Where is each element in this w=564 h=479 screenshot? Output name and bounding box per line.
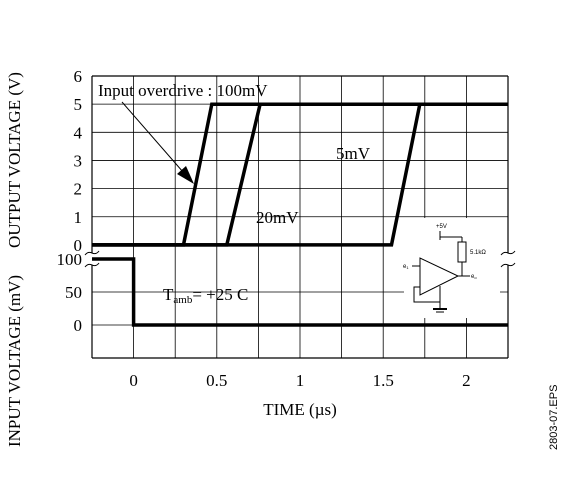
tamb-annotation: Tamb= +25 C <box>163 285 248 306</box>
reference-input-wire <box>413 286 440 303</box>
x-tick-label: 0.5 <box>206 371 227 390</box>
circuit-output-label: eo <box>471 274 477 280</box>
circuit-input-sub: 1 <box>406 265 409 270</box>
overdrive-arrowhead <box>177 166 194 184</box>
output-y-axis-label: OUTPUT VOLTAGE (V) <box>5 72 24 248</box>
circuit-input-label: e1 <box>403 264 409 270</box>
output-y-tick-label: 4 <box>74 123 83 142</box>
tamb-value: = +25 C <box>192 285 248 304</box>
resistor-symbol <box>457 241 467 263</box>
tick-labels: 0 0.5 1 1.5 2 0 1 2 3 4 5 6 0 50 100 <box>57 67 471 390</box>
label-5mv: 5mV <box>336 144 371 163</box>
circuit-output-e: e <box>471 274 475 280</box>
axis-break-mark <box>84 250 100 256</box>
output-y-tick-label: 1 <box>74 208 83 227</box>
tamb-sub: amb <box>173 294 192 306</box>
x-tick-label: 2 <box>462 371 471 390</box>
output-y-tick-label: 3 <box>74 151 83 170</box>
label-20mv: 20mV <box>256 208 299 227</box>
input-y-axis-label: INPUT VOLTAGE (mV) <box>5 275 24 447</box>
overdrive-arrow <box>121 101 191 181</box>
output-y-tick-label: 6 <box>74 67 83 86</box>
figure-code: 2803-07.EPS <box>548 385 560 450</box>
series-lines <box>92 102 508 327</box>
circuit-diagram: +5V 5.1kΩ eo e1 <box>403 218 500 318</box>
input-y-tick-label: 0 <box>74 316 83 335</box>
circuit-input-e: e <box>403 264 407 270</box>
output-y-tick-label: 2 <box>74 180 83 199</box>
input-series-line <box>92 257 508 327</box>
input-y-tick-label: 100 <box>57 250 83 269</box>
axis-break-mark <box>500 262 516 268</box>
tamb-prefix: T <box>163 285 174 304</box>
opamp-symbol <box>419 257 460 296</box>
resistor-label: 5.1kΩ <box>470 250 486 256</box>
input-y-tick-label: 50 <box>65 283 82 302</box>
circuit-supply-label: +5V <box>436 224 447 230</box>
axis-break-mark <box>500 250 516 256</box>
overdrive-annotation: Input overdrive : 100mV <box>98 81 268 100</box>
circuit-output-sub: o <box>474 275 477 280</box>
circuit-background <box>404 218 500 318</box>
x-tick-label: 1.5 <box>373 371 394 390</box>
axis-break-mark <box>84 262 100 268</box>
x-tick-label: 1 <box>296 371 305 390</box>
output-y-tick-label: 5 <box>74 95 83 114</box>
output-y-tick-label: 0 <box>74 236 83 255</box>
x-axis-label: TIME (µs) <box>263 400 337 419</box>
x-tick-label: 0 <box>129 371 138 390</box>
output-series-line <box>92 102 508 247</box>
